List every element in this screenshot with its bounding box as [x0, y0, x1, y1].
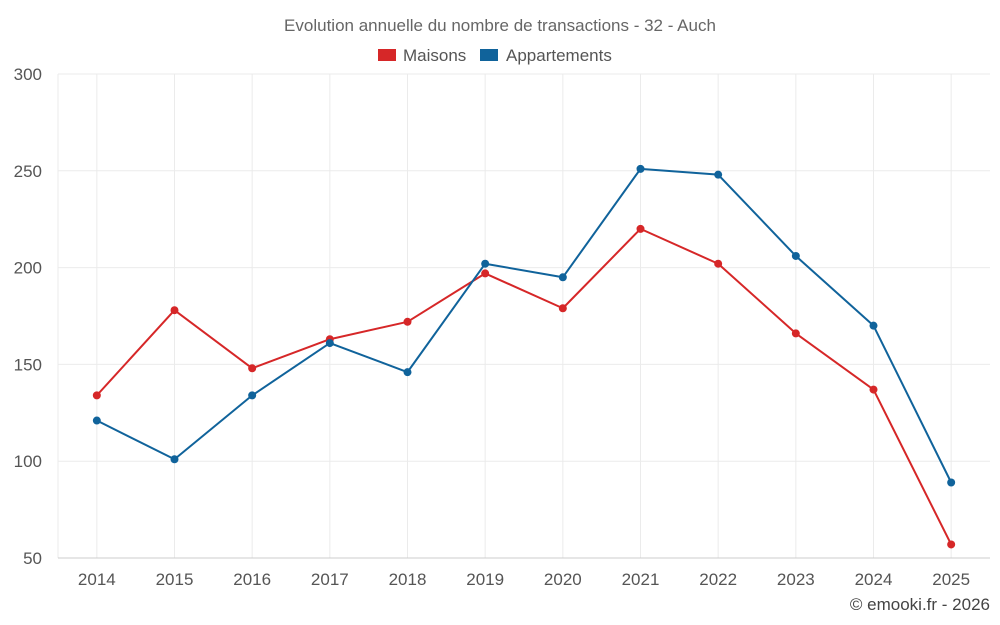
chart-title: Evolution annuelle du nombre de transact…	[284, 16, 716, 35]
x-tick-label: 2018	[389, 570, 427, 589]
y-tick-label: 50	[23, 549, 42, 568]
data-point-maisons[interactable]	[636, 224, 645, 233]
series-line-appartements	[96, 167, 953, 483]
x-tick-label: 2015	[156, 570, 194, 589]
data-point-appartements[interactable]	[481, 259, 490, 268]
axes: 50 100 150 200 250 300 2014 2015 2016 2017 2018 201…	[14, 65, 990, 589]
data-point-appartements[interactable]	[791, 251, 800, 260]
data-point-maisons[interactable]	[947, 540, 956, 549]
legend-item-maisons[interactable]: Maisons	[378, 46, 466, 65]
series	[92, 164, 956, 549]
data-point-maisons[interactable]	[248, 364, 257, 373]
x-tick-label: 2025	[932, 570, 970, 589]
data-point-maisons[interactable]	[714, 259, 723, 268]
y-tick-label: 250	[14, 162, 42, 181]
data-point-appartements[interactable]	[869, 321, 878, 330]
x-tick-label: 2022	[699, 570, 737, 589]
x-tick-label: 2024	[855, 570, 893, 589]
data-point-appartements[interactable]	[947, 478, 956, 487]
legend: Maisons Appartements	[378, 46, 612, 65]
x-tick-label: 2019	[466, 570, 504, 589]
grid	[57, 73, 990, 558]
data-point-appartements[interactable]	[170, 455, 179, 464]
x-tick-label: 2016	[233, 570, 271, 589]
y-tick-label: 300	[14, 65, 42, 84]
data-point-appartements[interactable]	[248, 391, 257, 400]
data-point-appartements[interactable]	[636, 164, 645, 173]
data-point-appartements[interactable]	[92, 416, 101, 425]
y-tick-label: 200	[14, 259, 42, 278]
x-tick-label: 2021	[622, 570, 660, 589]
legend-swatch-maisons	[378, 49, 396, 61]
x-tick-label: 2017	[311, 570, 349, 589]
y-tick-label: 150	[14, 355, 42, 374]
series-line-maisons	[96, 227, 953, 545]
y-tick-label: 100	[14, 452, 42, 471]
credit-text: © emooki.fr - 2026	[850, 595, 990, 614]
data-point-appartements[interactable]	[714, 170, 723, 179]
legend-label-appartements: Appartements	[506, 46, 612, 65]
data-point-maisons[interactable]	[92, 391, 101, 400]
legend-label-maisons: Maisons	[403, 46, 466, 65]
data-point-appartements[interactable]	[403, 368, 412, 377]
legend-item-appartements[interactable]: Appartements	[480, 46, 612, 65]
data-point-appartements[interactable]	[558, 273, 567, 282]
x-tick-label: 2020	[544, 570, 582, 589]
data-point-maisons[interactable]	[170, 306, 179, 315]
data-point-maisons[interactable]	[481, 269, 490, 278]
data-point-maisons[interactable]	[558, 304, 567, 313]
data-point-appartements[interactable]	[325, 339, 334, 348]
x-tick-label: 2014	[78, 570, 116, 589]
data-point-maisons[interactable]	[869, 385, 878, 394]
x-tick-label: 2023	[777, 570, 815, 589]
data-point-maisons[interactable]	[791, 329, 800, 338]
legend-swatch-appartements	[480, 49, 498, 61]
data-point-maisons[interactable]	[403, 317, 412, 326]
